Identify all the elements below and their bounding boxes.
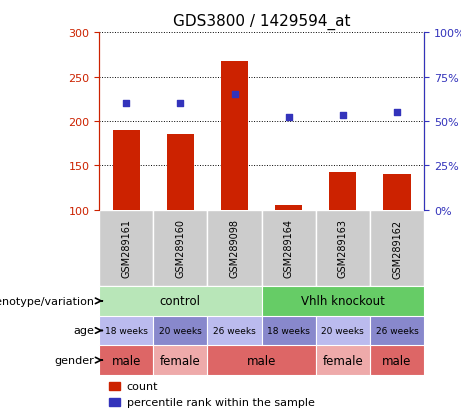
Point bbox=[393, 109, 401, 116]
Text: 18 weeks: 18 weeks bbox=[105, 326, 148, 335]
Bar bbox=[316, 345, 370, 375]
Bar bbox=[262, 286, 424, 316]
Bar bbox=[99, 210, 153, 286]
Bar bbox=[99, 345, 153, 375]
Bar bbox=[370, 316, 424, 345]
Bar bbox=[112, 131, 140, 210]
Text: percentile rank within the sample: percentile rank within the sample bbox=[127, 397, 314, 407]
Bar bbox=[370, 210, 424, 286]
Bar bbox=[99, 316, 153, 345]
Text: male: male bbox=[112, 354, 141, 367]
Bar bbox=[221, 62, 248, 210]
Text: 20 weeks: 20 weeks bbox=[321, 326, 364, 335]
Bar bbox=[262, 316, 316, 345]
Text: male: male bbox=[247, 354, 276, 367]
Text: GSM289162: GSM289162 bbox=[392, 219, 402, 278]
Title: GDS3800 / 1429594_at: GDS3800 / 1429594_at bbox=[173, 14, 350, 30]
Text: 26 weeks: 26 weeks bbox=[213, 326, 256, 335]
Bar bbox=[316, 210, 370, 286]
Text: GSM289163: GSM289163 bbox=[338, 219, 348, 278]
Bar bbox=[109, 382, 120, 390]
Point bbox=[285, 115, 292, 121]
Text: age: age bbox=[74, 326, 95, 336]
Bar bbox=[207, 345, 316, 375]
Text: Vhlh knockout: Vhlh knockout bbox=[301, 294, 385, 308]
Text: GSM289098: GSM289098 bbox=[230, 219, 240, 278]
Text: male: male bbox=[382, 354, 412, 367]
Text: 20 weeks: 20 weeks bbox=[159, 326, 202, 335]
Text: 26 weeks: 26 weeks bbox=[376, 326, 419, 335]
Point bbox=[231, 92, 238, 98]
Bar bbox=[384, 175, 411, 210]
Point bbox=[177, 101, 184, 107]
Bar bbox=[167, 135, 194, 210]
Bar bbox=[316, 316, 370, 345]
Bar bbox=[329, 172, 356, 210]
Text: GSM289161: GSM289161 bbox=[121, 219, 131, 278]
Text: 18 weeks: 18 weeks bbox=[267, 326, 310, 335]
Bar bbox=[109, 398, 120, 406]
Point bbox=[339, 112, 347, 119]
Bar bbox=[207, 316, 261, 345]
Text: genotype/variation: genotype/variation bbox=[0, 296, 95, 306]
Bar bbox=[207, 210, 261, 286]
Text: GSM289160: GSM289160 bbox=[175, 219, 185, 278]
Bar bbox=[275, 205, 302, 210]
Text: female: female bbox=[323, 354, 363, 367]
Bar bbox=[262, 210, 316, 286]
Bar bbox=[153, 316, 207, 345]
Text: count: count bbox=[127, 381, 158, 391]
Text: gender: gender bbox=[55, 355, 95, 365]
Bar bbox=[370, 345, 424, 375]
Bar bbox=[153, 210, 207, 286]
Text: control: control bbox=[160, 294, 201, 308]
Bar bbox=[153, 345, 207, 375]
Point bbox=[123, 101, 130, 107]
Text: female: female bbox=[160, 354, 201, 367]
Text: GSM289164: GSM289164 bbox=[284, 219, 294, 278]
Bar bbox=[99, 286, 261, 316]
